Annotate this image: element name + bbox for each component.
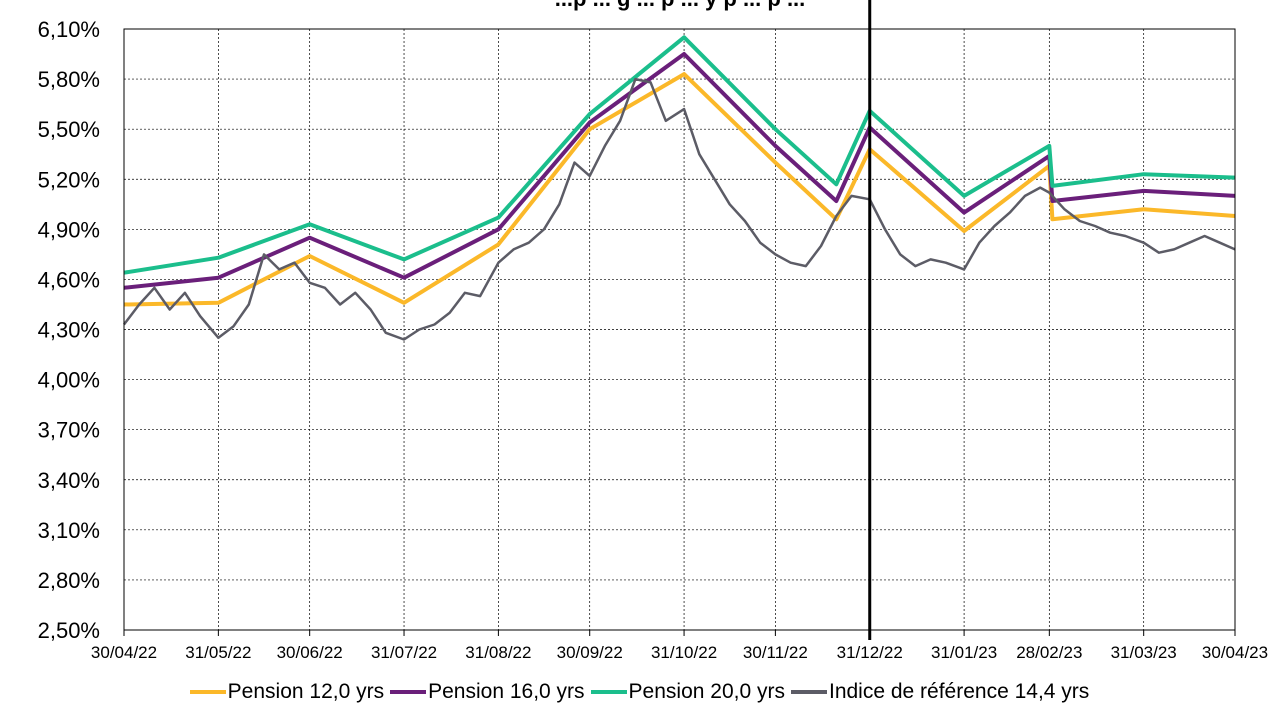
legend-label: Indice de référence 14,4 yrs xyxy=(828,680,1090,703)
legend: Pension 12,0 yrs Pension 16,0 yrs Pension … xyxy=(0,672,1279,712)
series-line xyxy=(123,72,1236,307)
plot-frame xyxy=(123,28,1236,631)
y-tick-label: 4,30% xyxy=(38,318,100,343)
y-tick-label: 2,80% xyxy=(38,568,100,593)
x-tick-label: 31/03/23 xyxy=(1111,643,1177,662)
legend-swatch xyxy=(189,690,226,694)
legend-item: Pension 12,0 yrs xyxy=(189,680,385,704)
legend-swatch xyxy=(790,690,827,694)
y-tick-label: 4,90% xyxy=(38,217,100,242)
legend-swatch xyxy=(590,690,627,694)
y-tick-label: 3,40% xyxy=(38,468,100,493)
chart-title: ...p ... g ... p ... y p ... p ... xyxy=(555,0,806,11)
y-tick-label: 3,70% xyxy=(38,418,100,443)
series-lines xyxy=(123,35,1236,341)
y-tick-label: 3,10% xyxy=(38,518,100,543)
y-tick-label: 5,20% xyxy=(38,167,100,192)
legend-item: Indice de référence 14,4 yrs xyxy=(790,680,1090,704)
line-chart: ...p ... g ... p ... y p ... p ... 2,50%… xyxy=(38,0,1268,662)
y-tick-label: 4,00% xyxy=(38,368,100,393)
legend-item: Pension 16,0 yrs xyxy=(390,680,585,704)
x-tick-label: 30/04/23 xyxy=(1202,643,1268,662)
x-tick-label: 31/05/22 xyxy=(185,643,251,662)
series-line xyxy=(123,35,1236,275)
y-axis-ticks: 2,50% 2,80% 3,10% 3,40% 3,70% 4,00% 4,30% 4,60%… xyxy=(38,17,100,643)
x-tick-label: 31/07/22 xyxy=(371,643,437,662)
legend-label: Pension 20,0 yrs xyxy=(628,680,785,703)
y-tick-label: 4,60% xyxy=(38,267,100,292)
x-tick-label: 31/01/23 xyxy=(931,643,997,662)
y-tick-label: 6,10% xyxy=(38,17,100,42)
x-tick-label: 31/12/22 xyxy=(837,643,903,662)
grid xyxy=(123,28,1236,636)
x-tick-label: 30/11/22 xyxy=(743,643,808,662)
legend-label: Pension 12,0 yrs xyxy=(227,680,385,703)
x-tick-label: 30/04/22 xyxy=(91,643,157,662)
y-tick-label: 2,50% xyxy=(38,618,100,643)
x-tick-label: 28/02/23 xyxy=(1016,643,1082,662)
series-line xyxy=(123,52,1236,290)
y-tick-label: 5,50% xyxy=(38,117,100,142)
x-tick-label: 30/09/22 xyxy=(557,643,623,662)
x-tick-label: 31/10/22 xyxy=(651,643,717,662)
x-axis-ticks: 30/04/22 31/05/22 30/06/22 31/07/22 31/08/22… xyxy=(91,643,1268,662)
legend-item: Pension 20,0 yrs xyxy=(590,680,785,704)
y-tick-label: 5,80% xyxy=(38,67,100,92)
legend-label: Pension 16,0 yrs xyxy=(428,680,585,703)
x-tick-label: 31/08/22 xyxy=(465,643,531,662)
x-tick-label: 30/06/22 xyxy=(277,643,343,662)
legend-swatch xyxy=(390,690,427,694)
series-line xyxy=(123,77,1236,341)
